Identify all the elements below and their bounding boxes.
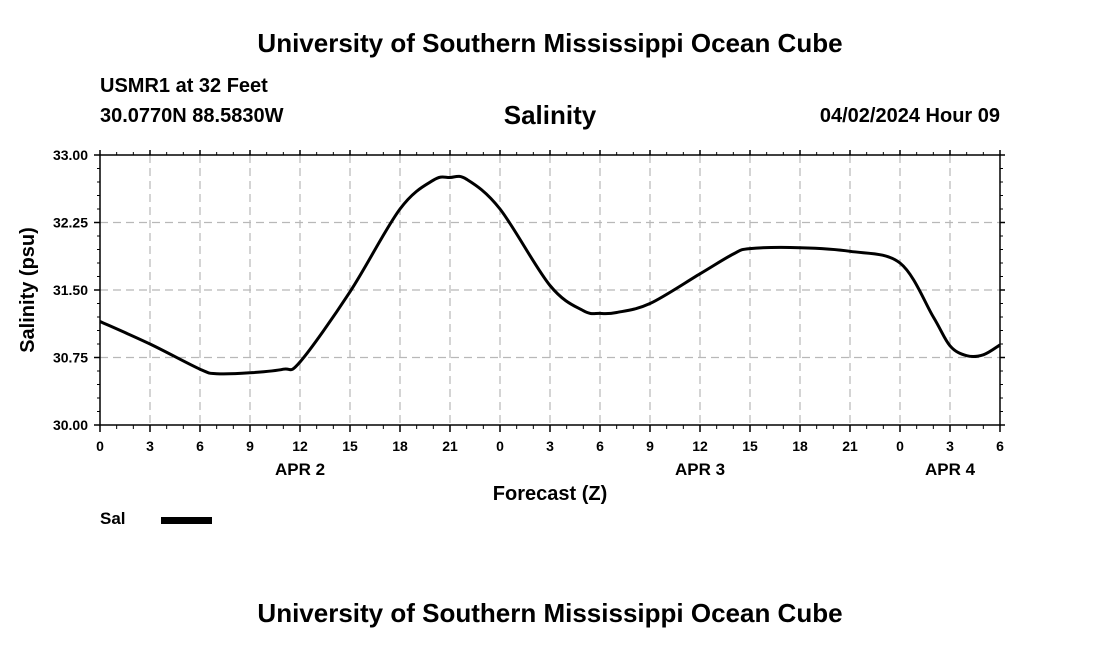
x-tick-label: 9 <box>646 438 654 454</box>
x-axis-title: Forecast (Z) <box>493 483 607 505</box>
x-tick-label: 9 <box>246 438 254 454</box>
page-title-bottom: University of Southern Mississippi Ocean… <box>257 598 843 628</box>
x-tick-label: 12 <box>692 438 708 454</box>
x-tick-label: 18 <box>792 438 808 454</box>
coordinates-label: 30.0770N 88.5830W <box>100 105 284 127</box>
y-tick-label: 30.75 <box>53 350 88 366</box>
x-tick-label: 3 <box>546 438 554 454</box>
x-tick-label: 3 <box>146 438 154 454</box>
date-label: APR 3 <box>675 460 725 479</box>
axis-labels: 0 3 6 9 12 15 18 21 0 3 6 9 12 15 18 21 0 3 6 30.00 30.75 31.… <box>53 147 1004 479</box>
x-tick-label: 0 <box>896 438 904 454</box>
y-tick-label: 30.00 <box>53 417 88 433</box>
x-tick-label: 6 <box>596 438 604 454</box>
legend-label: Sal <box>100 509 126 528</box>
x-tick-label: 3 <box>946 438 954 454</box>
x-tick-label: 18 <box>392 438 408 454</box>
x-tick-label: 0 <box>96 438 104 454</box>
date-label: APR 2 <box>275 460 325 479</box>
date-label: APR 4 <box>925 460 976 479</box>
chart-title: Salinity <box>503 100 597 130</box>
x-tick-label: 15 <box>742 438 758 454</box>
x-tick-label: 21 <box>842 438 858 454</box>
y-axis-title: Salinity (psu) <box>17 227 39 353</box>
x-tick-label: 0 <box>496 438 504 454</box>
run-time-label: 04/02/2024 Hour 09 <box>819 105 1000 127</box>
x-tick-label: 12 <box>292 438 308 454</box>
x-tick-label: 6 <box>196 438 204 454</box>
x-tick-label: 15 <box>342 438 358 454</box>
plot-frame <box>99 154 1001 426</box>
y-tick-label: 32.25 <box>53 215 88 231</box>
station-label: USMR1 at 32 Feet <box>100 75 268 97</box>
y-tick-label: 33.00 <box>53 147 88 163</box>
x-tick-label: 21 <box>442 438 458 454</box>
y-tick-label: 31.50 <box>53 282 88 298</box>
series-layer <box>99 174 1001 376</box>
page-title-top: University of Southern Mississippi Ocean… <box>257 28 843 58</box>
series-line-salinity <box>99 174 1001 376</box>
x-tick-label: 6 <box>996 438 1004 454</box>
grid <box>100 155 1000 425</box>
legend-swatch <box>161 517 212 524</box>
